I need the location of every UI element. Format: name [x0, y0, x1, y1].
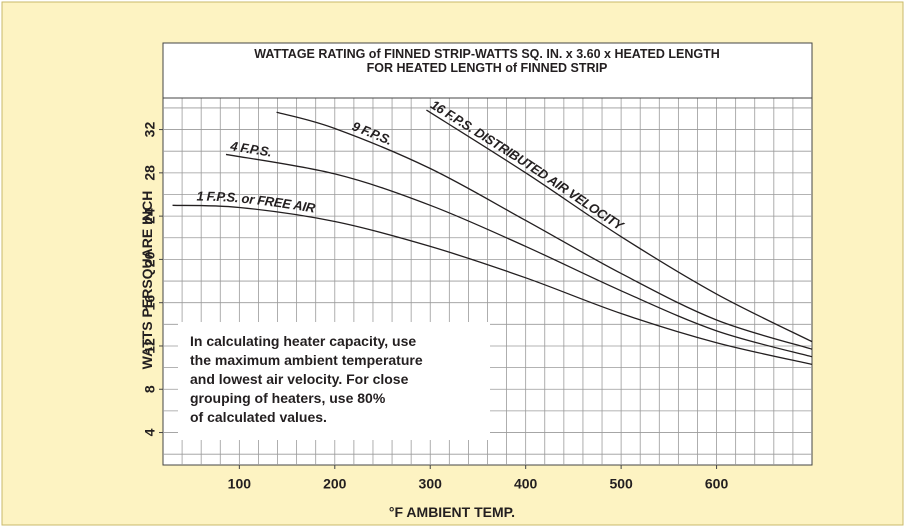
note-line: In calculating heater capacity, use [190, 333, 416, 349]
y-tick-label: 24 [142, 208, 158, 224]
series-line [225, 153, 813, 358]
series-line [172, 204, 813, 366]
y-tick-label: 32 [142, 122, 158, 138]
y-tick-label: 12 [142, 338, 158, 354]
y-axis-label: WATTS PERSQUARE INCH [139, 191, 155, 370]
note-box [178, 322, 490, 440]
chart-subtitle: FOR HEATED LENGTH of FINNED STRIP [367, 61, 608, 75]
x-tick-label: 200 [323, 476, 347, 492]
note-line: of calculated values. [190, 409, 327, 425]
title-box [162, 42, 813, 99]
y-tick-label: 4 [142, 428, 158, 436]
note: In calculating heater capacity, use the m… [190, 333, 423, 425]
series-label: 4 F.P.S. [228, 138, 272, 159]
note-line: and lowest air velocity. For close [190, 371, 409, 387]
chart-title: WATTAGE RATING of FINNED STRIP-WATTS SQ.… [254, 47, 720, 61]
series-line [276, 111, 813, 350]
y-tick-label: 8 [142, 385, 158, 393]
x-tick-label: 600 [705, 476, 729, 492]
y-tick-label: 16 [142, 295, 158, 311]
x-axis-label: °F AMBIENT TEMP. [389, 504, 515, 520]
x-tick-label: 500 [609, 476, 633, 492]
series-line [426, 109, 813, 343]
x-tick-label: 400 [514, 476, 538, 492]
series-label-text: 4 F.P.S. [228, 138, 273, 159]
note-line: the maximum ambient temperature [190, 352, 423, 368]
y-tick-label: 20 [142, 251, 158, 267]
y-tick-label: 28 [142, 165, 158, 181]
ticks: 100 200 300 400 500 600 4 8 12 16 20 24 28 32 [142, 122, 729, 492]
x-tick-label: 100 [228, 476, 252, 492]
note-line: grouping of heaters, use 80% [190, 390, 386, 406]
x-tick-label: 300 [419, 476, 443, 492]
